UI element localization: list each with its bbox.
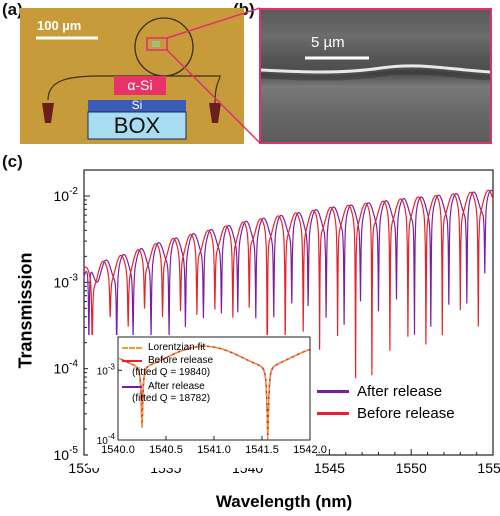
series-line-before-release xyxy=(83,189,494,403)
scale-bar-label-a: 100 µm xyxy=(37,18,82,33)
inset-x-tick-label: 1540.0 xyxy=(101,444,135,456)
grating-coupler-left xyxy=(42,103,54,123)
inset-legend-lorentzian: Lorentzian fit xyxy=(122,341,213,354)
y-tick-label: 10-5 xyxy=(54,445,79,463)
inset-frame xyxy=(117,336,311,441)
y-axis-label: Transmission xyxy=(15,252,36,369)
inset-label-before-q: (fitted Q = 19840) xyxy=(132,367,211,378)
layer-si xyxy=(88,100,186,112)
inset-swatch-lorentzian xyxy=(122,346,142,349)
inset-legend-after: After release xyxy=(122,380,213,393)
legend-label-after: After release xyxy=(357,382,443,400)
x-tick-label: 1555 xyxy=(477,460,500,476)
zoom-connector xyxy=(166,7,261,144)
x-tick-label: 1545 xyxy=(314,460,345,476)
sem-image xyxy=(261,56,490,81)
inset-label-before: Before release xyxy=(148,355,214,366)
device-micrograph xyxy=(36,17,221,140)
inset-legend: Lorentzian fit Before release (fitted Q … xyxy=(122,341,213,406)
inset-x-tick-label: 1541.5 xyxy=(245,444,279,456)
y-tick-label: 10-4 xyxy=(54,359,79,377)
layer-box xyxy=(87,111,187,140)
series-line-after-release xyxy=(83,189,494,351)
si-label: Si xyxy=(131,98,143,112)
inset-series-lorentzian-fit xyxy=(117,345,310,441)
micrograph-panel: 100 µm α-Si Si BOX xyxy=(20,8,244,144)
panel-label-c: (c) xyxy=(2,152,23,171)
x-tick-label: 1550 xyxy=(396,460,427,476)
y-tick-label: 10-3 xyxy=(54,272,79,290)
transmission-chart: 15301535154015451550155510-510-410-310-2… xyxy=(54,169,500,476)
inset-swatch-after xyxy=(122,385,142,388)
bus-waveguide xyxy=(47,75,221,104)
inset-x-tick-label: 1541.0 xyxy=(197,444,231,456)
inset-x-tick-label: 1542.0 xyxy=(293,444,327,456)
alpha-si-label: α-Si xyxy=(127,77,153,93)
chart-legend: After release Before release xyxy=(317,380,455,424)
inset-label-after: After release xyxy=(148,381,205,392)
layer-alpha-si xyxy=(114,76,166,95)
zoom-box-fill xyxy=(152,41,160,47)
panel-label-a: (a) xyxy=(2,0,23,19)
y-tick-label: 10-2 xyxy=(54,186,79,204)
inset-x-tick-label: 1540.5 xyxy=(149,444,183,456)
waveguide-edge xyxy=(261,64,490,74)
legend-swatch-before xyxy=(317,411,349,415)
legend-entry-after: After release xyxy=(317,380,455,402)
box-label: BOX xyxy=(113,113,161,138)
x-axis-label: Wavelength (nm) xyxy=(215,492,353,511)
legend-entry-before: Before release xyxy=(317,402,455,424)
grating-coupler-right xyxy=(209,103,221,123)
zoom-box xyxy=(146,37,168,51)
inset-swatch-before xyxy=(122,359,142,362)
inset-label-lorentzian: Lorentzian fit xyxy=(148,342,206,353)
inset-y-tick-label: 10-3 xyxy=(97,362,116,377)
legend-swatch-after xyxy=(317,389,349,393)
legend-label-before: Before release xyxy=(357,404,455,422)
inset-y-tick-label: 10-4 xyxy=(97,432,116,447)
inset-legend-before: Before release xyxy=(122,354,213,367)
inset-label-after-q: (fitted Q = 18782) xyxy=(132,393,211,404)
scale-bar-label-b: 5 µm xyxy=(311,34,345,51)
sem-panel: 5 µm xyxy=(259,8,492,144)
